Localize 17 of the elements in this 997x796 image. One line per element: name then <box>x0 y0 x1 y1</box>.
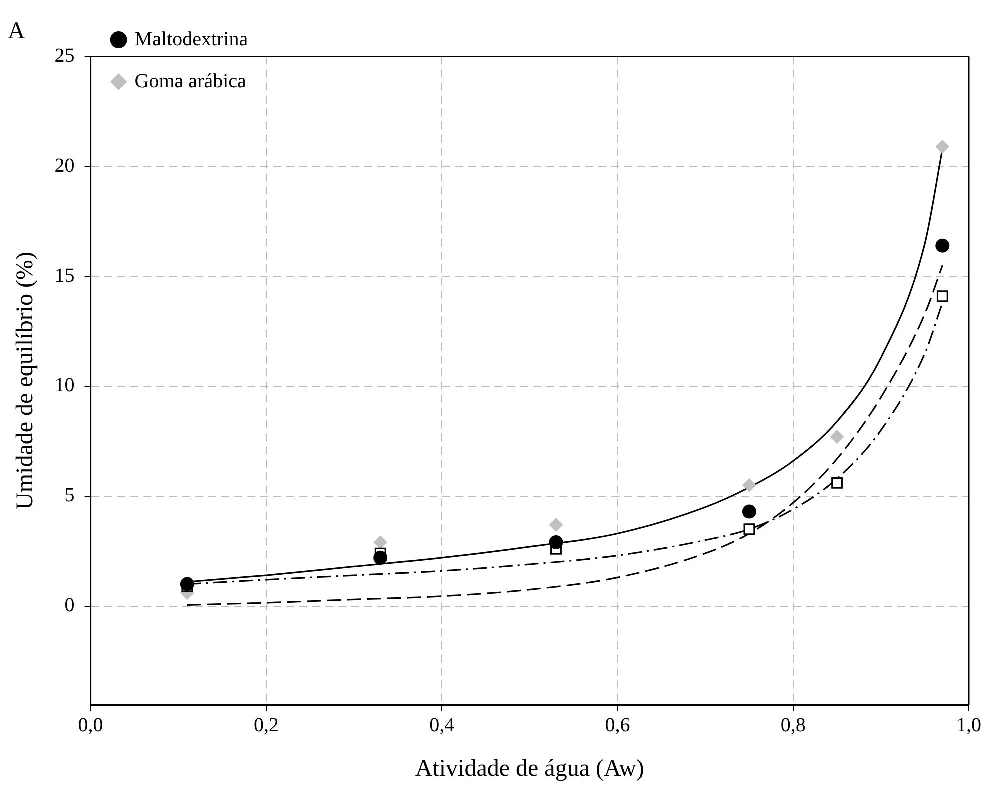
y-tick-label: 15 <box>54 264 75 287</box>
x-tick-label: 0,6 <box>605 714 630 736</box>
x-tick-label: 1,0 <box>956 714 982 736</box>
y-tick-label: 25 <box>54 45 75 68</box>
legend-label: Maltodextrina <box>134 28 248 50</box>
x-tick-label: 0,8 <box>780 714 806 736</box>
y-tick-label: 5 <box>64 484 75 507</box>
y-axis-title: Umidade de equilíbrio (%) <box>12 252 39 510</box>
legend-label: Goma arábica <box>134 70 247 92</box>
x-tick-label: 0,4 <box>430 714 455 736</box>
x-tick-label: 0,0 <box>78 714 104 736</box>
y-tick-label: 20 <box>54 154 75 177</box>
y-tick-label: 10 <box>54 374 75 397</box>
x-axis-title: Atividade de água (Aw) <box>415 756 644 782</box>
x-tick-label: 0,2 <box>254 714 279 736</box>
chart-title: A <box>8 18 26 45</box>
y-tick-label: 0 <box>64 594 75 617</box>
